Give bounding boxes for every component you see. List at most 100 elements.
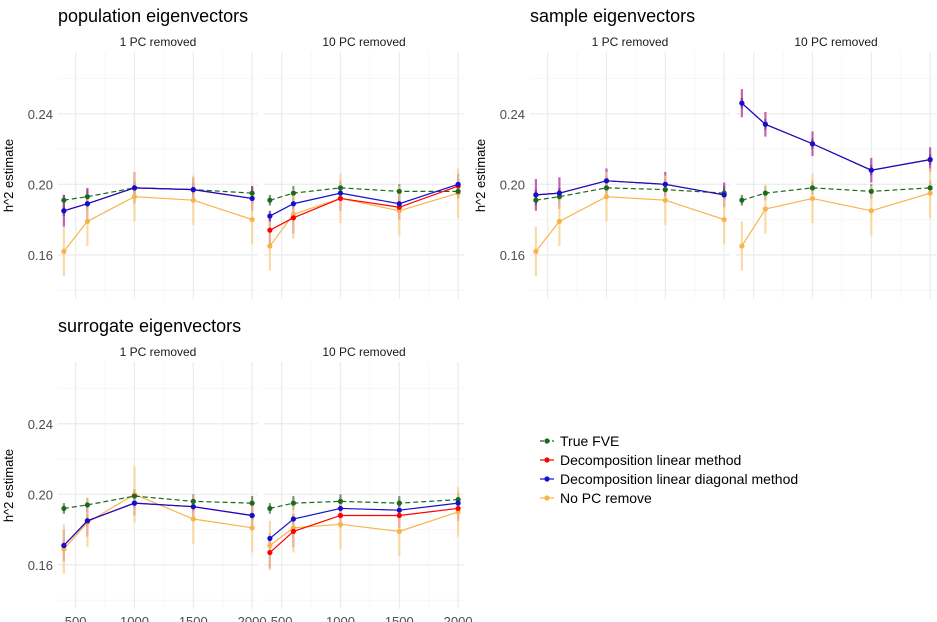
data-point [533, 197, 539, 203]
data-point [739, 243, 745, 249]
data-point [84, 518, 91, 524]
series-line [63, 196, 253, 252]
data-point [290, 516, 297, 522]
data-point [84, 218, 91, 224]
data-point [267, 549, 273, 556]
y-tick-label: 0.20 [500, 177, 525, 192]
data-point [739, 100, 745, 106]
data-point [721, 192, 727, 198]
y-tick-label: 0.16 [28, 248, 53, 263]
y-axis-label: h^2 estimate [473, 139, 488, 212]
legend-label: Decomposition linear method [560, 452, 741, 468]
data-point [662, 197, 668, 203]
y-tick-label: 0.24 [500, 107, 525, 122]
x-tick-label: 1500 [179, 614, 208, 622]
series-line [63, 502, 253, 546]
data-point [455, 505, 461, 512]
series-line [269, 187, 459, 201]
data-point [927, 190, 933, 196]
data-point [249, 512, 255, 519]
data-point [396, 528, 402, 534]
text-layer: population eigenvectors h^2 estimate 0.16 0… [1, 6, 878, 622]
legend: True FVE Decomposition linear method Decom… [540, 433, 798, 506]
x-tick-label: 1000 [120, 614, 149, 622]
data-point [868, 167, 874, 173]
facet-label: 10 PC removed [322, 35, 405, 49]
data-point [290, 528, 297, 534]
data-point [290, 201, 297, 207]
data-point [762, 121, 769, 127]
series-line [63, 502, 253, 546]
data-point [61, 505, 67, 512]
y-tick-label: 0.24 [28, 417, 53, 432]
data-point [61, 208, 67, 214]
series-line [269, 499, 459, 510]
x-tick-label: 1500 [385, 614, 414, 622]
data-point [556, 190, 563, 196]
data-point [337, 190, 344, 196]
y-tick-label: 0.24 [28, 107, 53, 122]
data-point [337, 185, 344, 191]
y-axis-label: h^2 estimate [1, 139, 16, 212]
legend-key-point [544, 495, 550, 501]
y-tick-label: 0.20 [28, 177, 53, 192]
x-tick-label: 500 [65, 614, 87, 622]
series-line [63, 495, 253, 510]
data-point [721, 217, 727, 223]
data-point [927, 185, 933, 191]
data-point [61, 542, 67, 549]
data-point [556, 218, 563, 224]
data-point [61, 197, 67, 203]
data-point [927, 157, 933, 163]
data-point [809, 185, 816, 191]
data-point [396, 512, 402, 519]
data-point [396, 188, 402, 194]
data-point [603, 178, 610, 184]
data-point [662, 181, 668, 187]
legend-key-point [544, 476, 550, 482]
data-point [267, 243, 273, 249]
y-tick-label: 0.16 [500, 248, 525, 263]
data-point [249, 525, 255, 531]
data-point [290, 190, 297, 196]
x-tick-label: 2000 [444, 614, 473, 622]
legend-label: No PC remove [560, 490, 652, 506]
data-point [61, 248, 67, 254]
data-point [809, 141, 816, 147]
data-point [190, 197, 196, 203]
data-point [337, 521, 344, 527]
data-point [533, 248, 539, 254]
data-point [249, 500, 255, 506]
data-point [290, 500, 297, 506]
data-point [603, 194, 610, 200]
data-point [290, 215, 297, 221]
data-point [868, 188, 874, 194]
data-point [868, 208, 874, 214]
legend-key-point [544, 457, 550, 463]
series-line [269, 185, 459, 231]
data-point [249, 190, 255, 196]
data-point [337, 505, 344, 512]
data-point [131, 194, 138, 200]
data-point [455, 500, 461, 506]
data-point [267, 505, 273, 512]
data-point [190, 504, 196, 510]
data-point [131, 500, 138, 506]
facet-label: 1 PC removed [120, 345, 197, 359]
facet-label: 10 PC removed [322, 345, 405, 359]
data-point [762, 190, 769, 196]
data-point [84, 502, 91, 508]
x-tick-label: 500 [271, 614, 293, 622]
x-tick-label: 2000 [238, 614, 267, 622]
data-point [131, 493, 138, 499]
data-point [267, 542, 273, 549]
marks-layer [61, 89, 933, 574]
data-point [337, 195, 344, 202]
data-point [267, 227, 273, 233]
data-point [249, 195, 255, 202]
data-point [337, 498, 344, 504]
data-point [396, 500, 402, 506]
data-point [84, 201, 91, 207]
data-point [131, 185, 138, 191]
series-line [269, 511, 459, 546]
